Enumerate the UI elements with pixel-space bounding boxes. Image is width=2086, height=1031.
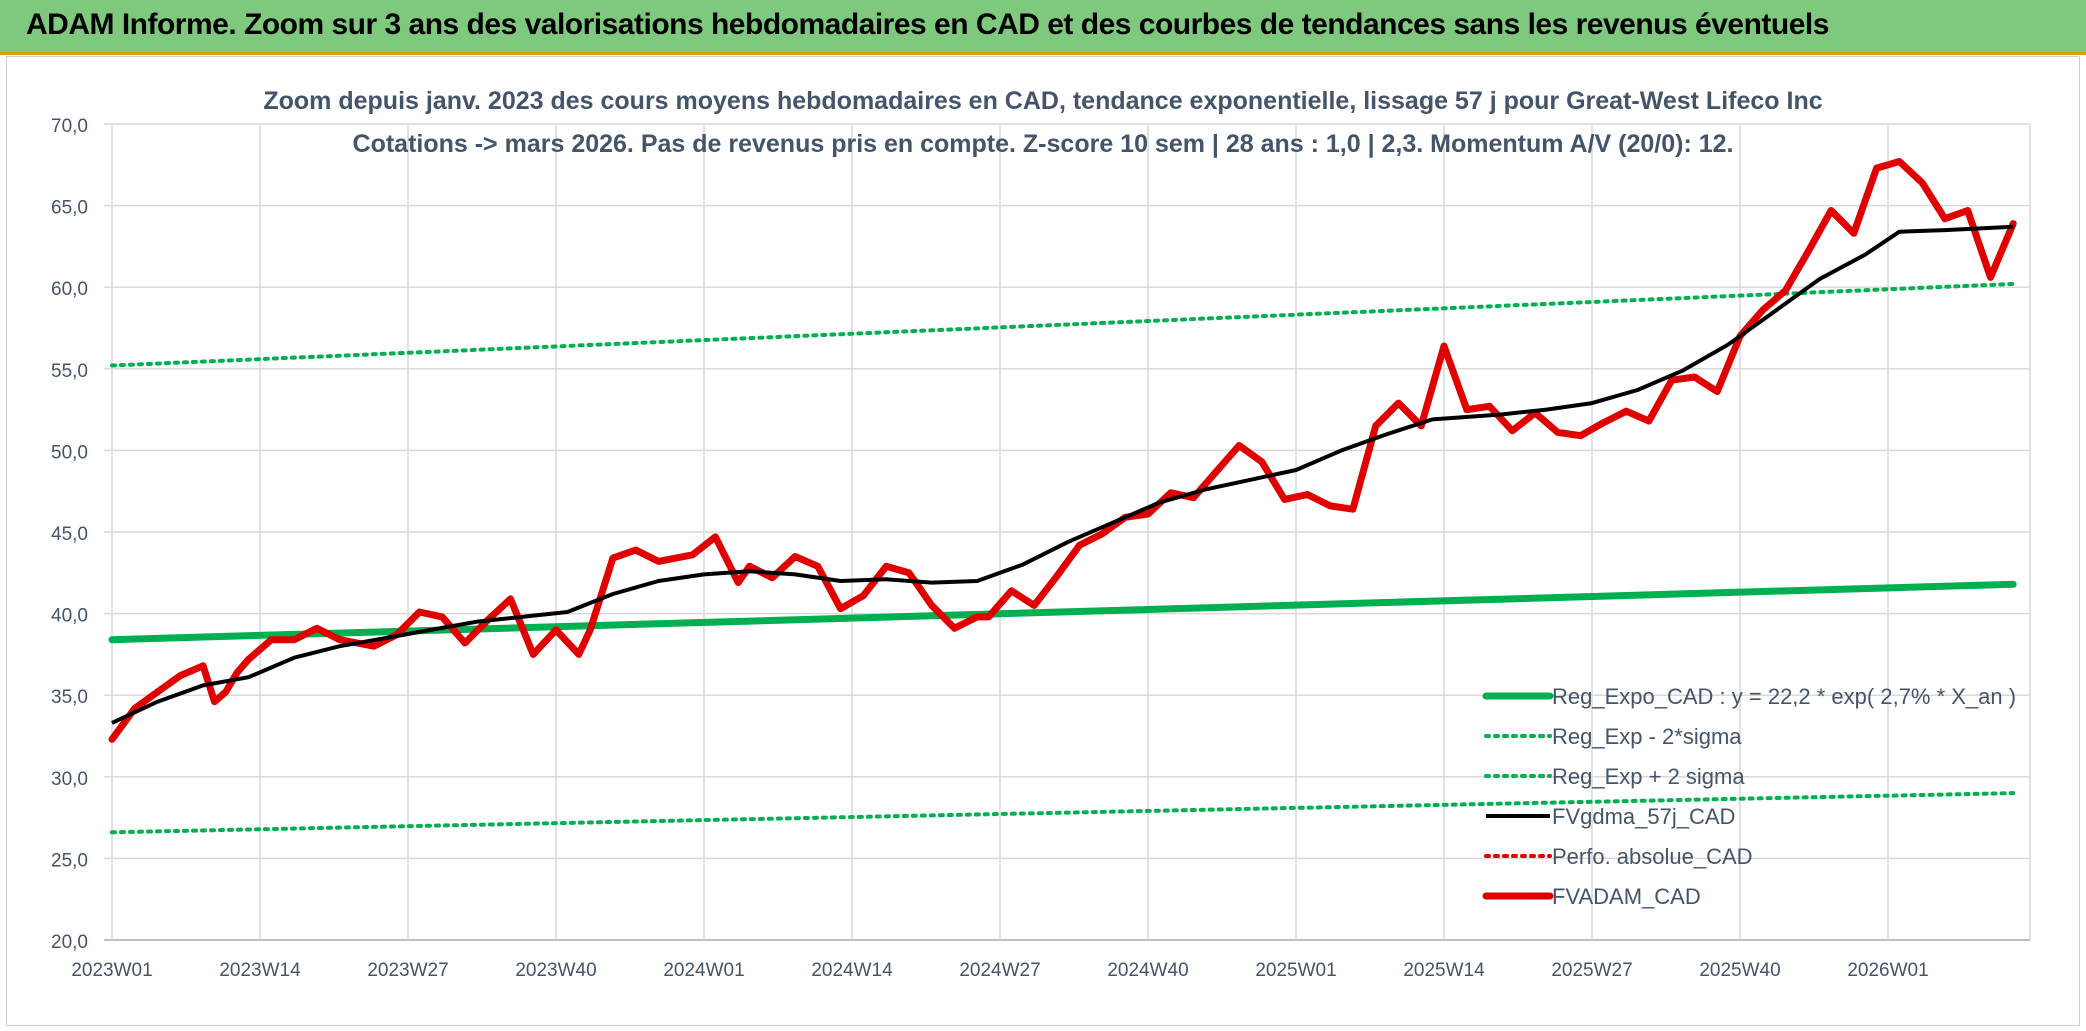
y-tick-label: 25,0 bbox=[51, 850, 88, 871]
axes-layer: 20,0 25,0 30,0 35,0 40,0 45,0 50,0 55,0 60,0 65,0… bbox=[51, 116, 2030, 981]
x-tick-label: 2024W01 bbox=[663, 960, 744, 981]
y-tick-label: 65,0 bbox=[51, 198, 88, 219]
x-tick-label: 2023W27 bbox=[367, 960, 448, 981]
x-tick-label: 2025W27 bbox=[1551, 960, 1632, 981]
legend-label: Reg_Exp - 2*sigma bbox=[1552, 724, 1742, 749]
chart-title: Zoom depuis janv. 2023 des cours moyens … bbox=[263, 87, 1822, 115]
chart-frame bbox=[6, 56, 2080, 1026]
report-title: ADAM Informe. Zoom sur 3 ans des valoris… bbox=[26, 8, 1829, 41]
y-tick-label: 50,0 bbox=[51, 442, 88, 463]
legend-label: Perfo. absolue_CAD bbox=[1552, 844, 1753, 869]
x-tick-label: 2024W14 bbox=[811, 960, 893, 981]
series-line-reg-exp bbox=[110, 281, 2016, 368]
x-tick-label: 2023W14 bbox=[219, 960, 301, 981]
x-tick-label: 2025W14 bbox=[1403, 960, 1485, 981]
series-line-fvadam-cad bbox=[108, 158, 2017, 743]
legend-label: Reg_Exp + 2 sigma bbox=[1552, 764, 1745, 789]
y-tick-label: 55,0 bbox=[51, 361, 88, 382]
series-layer bbox=[108, 158, 2017, 835]
x-tick-label: 2026W01 bbox=[1847, 960, 1928, 981]
x-tick-label: 2024W27 bbox=[959, 960, 1040, 981]
x-tick-label: 2025W01 bbox=[1255, 960, 1336, 981]
y-tick-label: 60,0 bbox=[51, 279, 88, 300]
y-tick-label: 70,0 bbox=[51, 116, 88, 137]
legend-label: FVADAM_CAD bbox=[1552, 884, 1701, 909]
y-tick-label: 20,0 bbox=[51, 932, 88, 953]
legend: Reg_Expo_CAD : y = 22,2 * exp( 2,7% * X_… bbox=[1482, 684, 2016, 909]
y-tick-label: 45,0 bbox=[51, 524, 88, 545]
report-header: ADAM Informe. Zoom sur 3 ans des valoris… bbox=[0, 0, 2086, 55]
x-tick-label: 2023W01 bbox=[71, 960, 152, 981]
grid-layer bbox=[104, 123, 2031, 941]
series-line-reg-exp bbox=[110, 791, 2016, 835]
chart-subtitle: Cotations -> mars 2026. Pas de revenus p… bbox=[353, 130, 1734, 158]
x-tick-label: 2024W40 bbox=[1107, 960, 1188, 981]
x-tick-label: 2025W40 bbox=[1699, 960, 1780, 981]
y-tick-label: 40,0 bbox=[51, 606, 88, 627]
legend-label: Reg_Expo_CAD : y = 22,2 * exp( 2,7% * X_… bbox=[1552, 684, 2016, 709]
y-tick-label: 35,0 bbox=[51, 687, 88, 708]
x-tick-label: 2023W40 bbox=[515, 960, 596, 981]
legend-label: FVgdma_57j_CAD bbox=[1552, 804, 1735, 829]
y-tick-label: 30,0 bbox=[51, 769, 88, 790]
series-line-fvgdma-57j-cad bbox=[111, 224, 2014, 725]
